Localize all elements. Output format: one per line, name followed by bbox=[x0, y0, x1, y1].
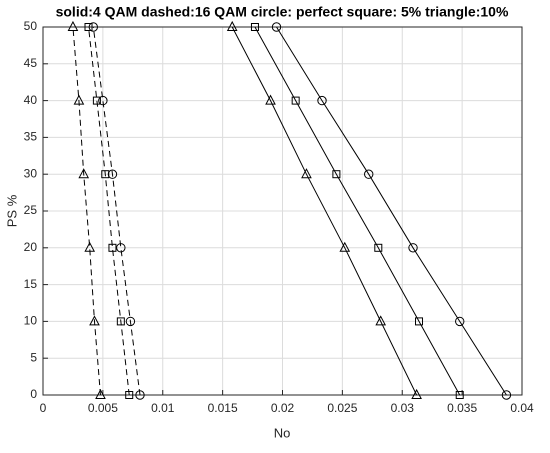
marker-circle bbox=[408, 243, 418, 253]
series-line bbox=[231, 26, 418, 396]
y-tick-label: 0 bbox=[30, 387, 37, 401]
marker-square bbox=[374, 243, 383, 252]
marker-circle bbox=[88, 22, 98, 32]
marker-square bbox=[455, 391, 464, 399]
marker-square bbox=[125, 391, 134, 399]
marker-triangle bbox=[265, 94, 276, 105]
x-tick-label: 0.025 bbox=[327, 401, 357, 415]
marker-square bbox=[108, 243, 117, 252]
marker-square bbox=[116, 317, 125, 326]
marker-square bbox=[101, 170, 110, 179]
marker-triangle bbox=[375, 315, 387, 326]
y-tick-label: 45 bbox=[24, 56, 38, 70]
series-line bbox=[254, 26, 461, 396]
marker-circle bbox=[364, 169, 374, 179]
marker-circle bbox=[125, 316, 136, 327]
y-tick-label: 25 bbox=[24, 203, 38, 217]
marker-triangle bbox=[84, 241, 96, 252]
marker-square bbox=[92, 96, 101, 105]
marker-triangle bbox=[226, 20, 238, 31]
y-tick-label: 35 bbox=[24, 130, 38, 144]
marker-triangle bbox=[89, 315, 100, 326]
series-line bbox=[72, 26, 101, 396]
marker-triangle bbox=[339, 241, 351, 252]
y-tick-label: 15 bbox=[24, 277, 38, 291]
x-tick-label: 0.01 bbox=[151, 401, 175, 415]
marker-square bbox=[415, 317, 424, 326]
marker-square bbox=[332, 170, 341, 179]
marker-square bbox=[250, 23, 259, 31]
marker-triangle bbox=[67, 20, 79, 31]
y-tick-label: 20 bbox=[24, 240, 38, 254]
marker-circle bbox=[135, 390, 145, 400]
series-line bbox=[92, 26, 141, 396]
marker-circle bbox=[317, 95, 327, 106]
marker-square bbox=[84, 23, 93, 31]
marker-triangle bbox=[78, 168, 90, 179]
marker-circle bbox=[501, 390, 512, 400]
y-tick-label: 10 bbox=[24, 314, 38, 328]
x-tick-label: 0.015 bbox=[208, 401, 238, 415]
y-tick-label: 40 bbox=[24, 93, 38, 107]
marker-circle bbox=[271, 22, 282, 32]
marker-triangle bbox=[73, 94, 85, 105]
marker-circle bbox=[98, 95, 108, 106]
series-line bbox=[276, 26, 507, 396]
y-axis-label: PS % bbox=[4, 194, 19, 227]
chart-title: solid:4 QAM dashed:16 QAM circle: perfec… bbox=[56, 4, 509, 20]
marker-circle bbox=[116, 243, 126, 253]
x-tick-label: 0.04 bbox=[510, 401, 534, 415]
marker-circle bbox=[107, 169, 118, 179]
marker-triangle bbox=[95, 388, 106, 399]
x-axis-label: No bbox=[274, 425, 291, 440]
marker-square bbox=[291, 96, 300, 105]
x-tick-label: 0.005 bbox=[88, 401, 118, 415]
marker-circle bbox=[455, 316, 465, 327]
x-tick-label: 0.03 bbox=[391, 401, 415, 415]
y-tick-label: 50 bbox=[24, 19, 38, 33]
marker-triangle bbox=[411, 388, 422, 399]
x-tick-label: 0.035 bbox=[447, 401, 477, 415]
marker-triangle bbox=[301, 168, 312, 179]
x-tick-label: 0.02 bbox=[271, 401, 295, 415]
plot-frame bbox=[42, 26, 523, 396]
x-tick-label: 0 bbox=[40, 401, 47, 415]
series-line bbox=[88, 26, 130, 396]
y-tick-label: 5 bbox=[30, 350, 37, 364]
y-tick-label: 30 bbox=[24, 166, 38, 180]
